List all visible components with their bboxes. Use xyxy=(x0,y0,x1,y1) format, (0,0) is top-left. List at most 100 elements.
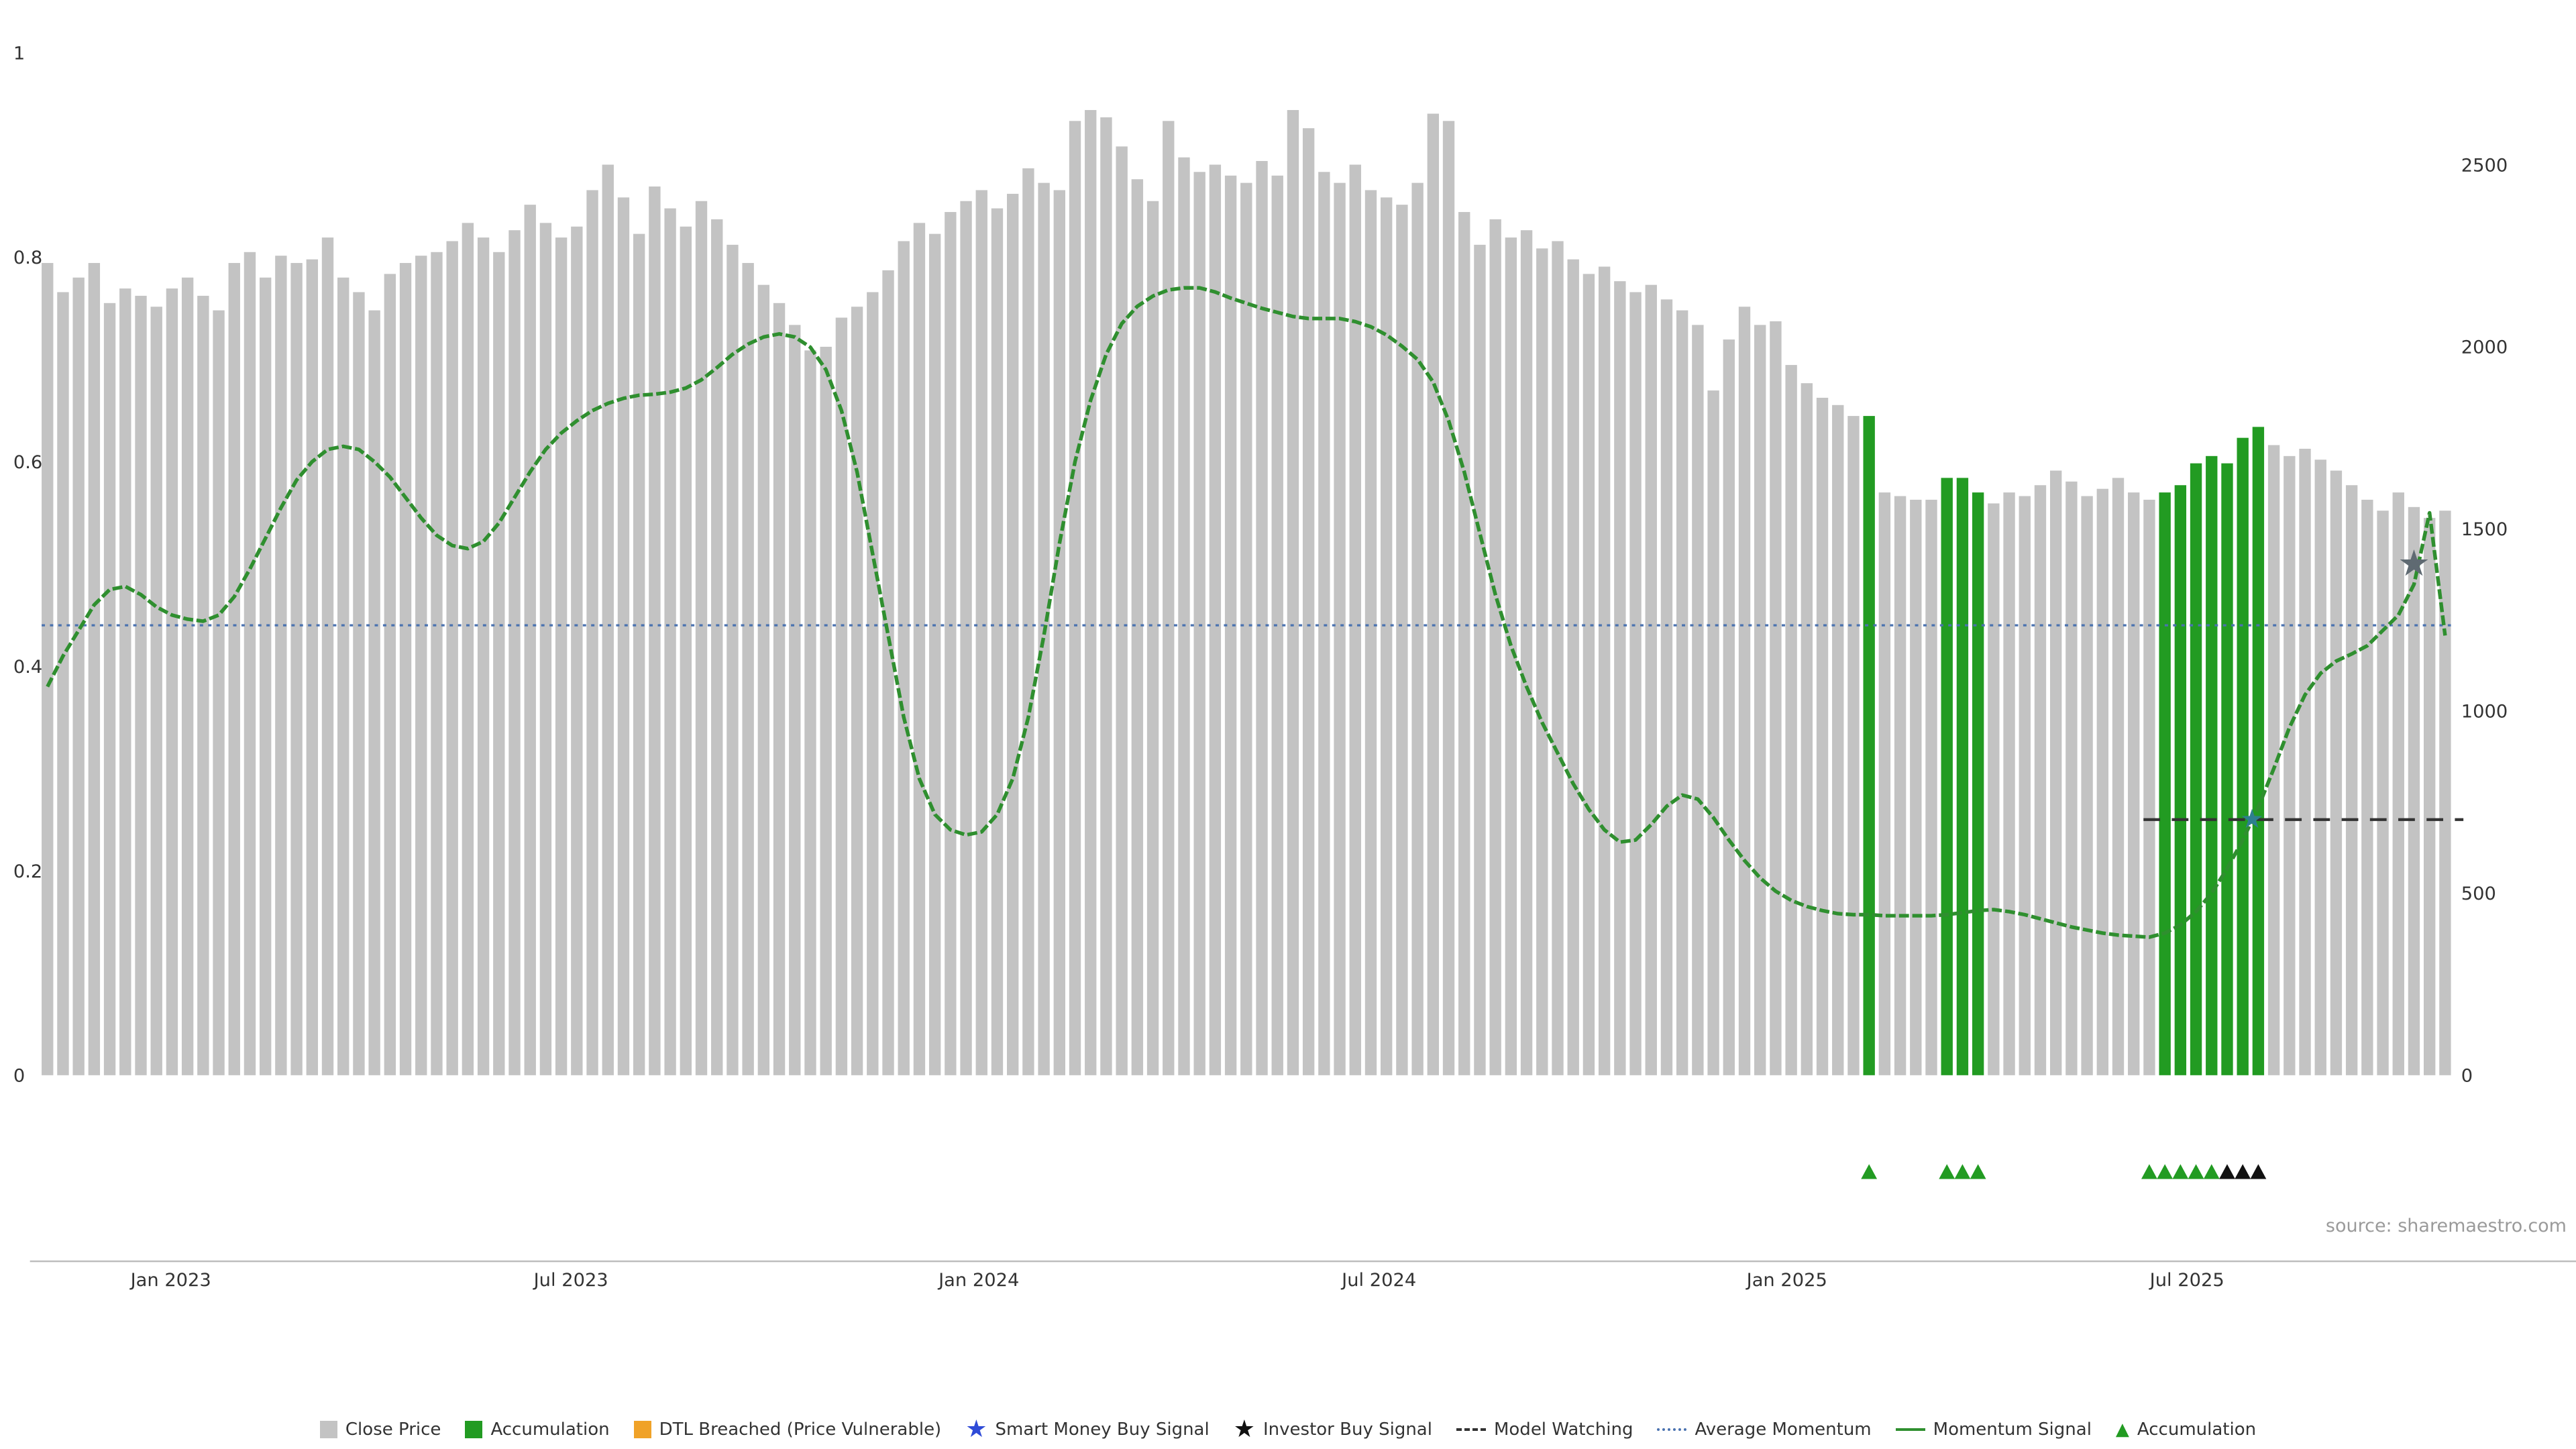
accumulation-triangle[interactable] xyxy=(2141,1164,2157,1179)
close-price-bar[interactable] xyxy=(1131,179,1144,1075)
close-price-bar[interactable] xyxy=(1302,128,1315,1075)
close-price-bar[interactable] xyxy=(945,212,957,1075)
accumulation-bar[interactable] xyxy=(1956,478,1969,1075)
close-price-bar[interactable] xyxy=(1318,172,1330,1075)
close-price-bar[interactable] xyxy=(1224,175,1237,1075)
close-price-bar[interactable] xyxy=(727,244,739,1075)
close-price-bar[interactable] xyxy=(1832,405,1844,1075)
accumulation-bar[interactable] xyxy=(2206,455,2218,1075)
close-price-bar[interactable] xyxy=(275,256,287,1075)
close-price-bar[interactable] xyxy=(1676,310,1688,1075)
close-price-bar[interactable] xyxy=(1878,492,1891,1075)
investor-triangle[interactable] xyxy=(2250,1164,2267,1179)
close-price-bar[interactable] xyxy=(415,256,427,1075)
close-price-bar[interactable] xyxy=(524,205,536,1075)
close-price-bar[interactable] xyxy=(1660,299,1673,1075)
close-price-bar[interactable] xyxy=(477,237,490,1075)
close-price-bar[interactable] xyxy=(1489,219,1501,1075)
accumulation-triangle[interactable] xyxy=(1954,1164,1971,1179)
close-price-bar[interactable] xyxy=(493,252,505,1075)
close-price-bar[interactable] xyxy=(571,226,583,1075)
accumulation-bar[interactable] xyxy=(1863,416,1875,1075)
close-price-bar[interactable] xyxy=(1349,164,1361,1075)
close-price-bar[interactable] xyxy=(2019,496,2031,1075)
close-price-bar[interactable] xyxy=(2345,485,2358,1075)
close-price-bar[interactable] xyxy=(913,223,926,1075)
close-price-bar[interactable] xyxy=(555,237,568,1075)
accumulation-bar[interactable] xyxy=(2237,437,2249,1075)
legend-item-investor-buy-signal[interactable]: ★ Investor Buy Signal xyxy=(1234,1417,1432,1442)
close-price-bar[interactable] xyxy=(867,292,879,1075)
close-price-bar[interactable] xyxy=(1100,117,1112,1075)
close-price-bar[interactable] xyxy=(42,263,54,1075)
close-price-bar[interactable] xyxy=(368,310,380,1075)
close-price-bar[interactable] xyxy=(1567,259,1579,1075)
close-price-bar[interactable] xyxy=(150,307,162,1075)
close-price-bar[interactable] xyxy=(1240,182,1252,1075)
close-price-bar[interactable] xyxy=(2034,485,2047,1075)
investor-triangle[interactable] xyxy=(2235,1164,2251,1179)
close-price-bar[interactable] xyxy=(306,259,318,1075)
legend-item-momentum-signal[interactable]: Momentum Signal xyxy=(1895,1419,2092,1440)
close-price-bar[interactable] xyxy=(1381,197,1393,1075)
close-price-bar[interactable] xyxy=(57,292,69,1075)
close-price-bar[interactable] xyxy=(1785,365,1797,1075)
legend-item-dtl-breached-price-vulnerable-[interactable]: DTL Breached (Price Vulnerable) xyxy=(633,1419,941,1440)
close-price-bar[interactable] xyxy=(820,346,832,1075)
close-price-bar[interactable] xyxy=(2377,511,2389,1075)
close-price-bar[interactable] xyxy=(1085,110,1097,1075)
close-price-bar[interactable] xyxy=(2143,499,2155,1075)
legend-item-smart-money-buy-signal[interactable]: ★ Smart Money Buy Signal xyxy=(965,1417,1210,1442)
accumulation-triangle[interactable] xyxy=(2188,1164,2204,1179)
close-price-bar[interactable] xyxy=(290,263,303,1075)
close-price-bar[interactable] xyxy=(166,288,178,1075)
close-price-bar[interactable] xyxy=(2096,488,2108,1075)
close-price-bar[interactable] xyxy=(2299,448,2311,1075)
close-price-bar[interactable] xyxy=(1334,182,1346,1075)
close-price-bar[interactable] xyxy=(1614,281,1626,1075)
smart-money-buy-signal-star[interactable]: ★ xyxy=(2240,804,2264,835)
close-price-bar[interactable] xyxy=(742,263,754,1075)
close-price-bar[interactable] xyxy=(2408,506,2420,1075)
close-price-bar[interactable] xyxy=(1723,339,1735,1075)
close-price-bar[interactable] xyxy=(337,277,350,1075)
close-price-bar[interactable] xyxy=(664,208,676,1075)
close-price-bar[interactable] xyxy=(384,274,396,1075)
accumulation-triangle[interactable] xyxy=(2203,1164,2220,1179)
investor-buy-signal-star[interactable]: ★ xyxy=(2398,542,2430,584)
close-price-bar[interactable] xyxy=(2284,455,2296,1075)
close-price-bar[interactable] xyxy=(2361,499,2373,1075)
close-price-bar[interactable] xyxy=(586,190,598,1075)
close-price-bar[interactable] xyxy=(960,201,972,1075)
close-price-bar[interactable] xyxy=(72,277,85,1075)
close-price-bar[interactable] xyxy=(882,270,894,1075)
accumulation-triangle[interactable] xyxy=(1970,1164,1986,1179)
accumulation-bar[interactable] xyxy=(1972,492,1984,1075)
close-price-bar[interactable] xyxy=(1552,241,1564,1075)
close-price-bar[interactable] xyxy=(773,303,786,1075)
close-price-bar[interactable] xyxy=(851,307,863,1075)
close-price-bar[interactable] xyxy=(991,208,1004,1075)
close-price-bar[interactable] xyxy=(2424,518,2436,1075)
close-price-bar[interactable] xyxy=(508,230,521,1075)
close-price-bar[interactable] xyxy=(1692,325,1704,1075)
close-price-bar[interactable] xyxy=(2003,492,2015,1075)
close-price-bar[interactable] xyxy=(539,223,552,1075)
close-price-bar[interactable] xyxy=(197,295,209,1075)
accumulation-triangle[interactable] xyxy=(1861,1164,1878,1179)
close-price-bar[interactable] xyxy=(898,241,910,1075)
close-price-bar[interactable] xyxy=(135,295,147,1075)
close-price-bar[interactable] xyxy=(1536,248,1548,1075)
accumulation-bar[interactable] xyxy=(1941,478,1953,1075)
close-price-bar[interactable] xyxy=(1770,321,1782,1075)
close-price-bar[interactable] xyxy=(695,201,708,1075)
legend-item-average-momentum[interactable]: Average Momentum xyxy=(1657,1419,1872,1440)
close-price-bar[interactable] xyxy=(2439,511,2451,1075)
close-price-bar[interactable] xyxy=(2049,470,2062,1075)
close-price-bar[interactable] xyxy=(1193,172,1205,1075)
close-price-bar[interactable] xyxy=(1754,325,1766,1075)
close-price-bar[interactable] xyxy=(1442,121,1455,1075)
close-price-bar[interactable] xyxy=(399,263,412,1075)
close-price-bar[interactable] xyxy=(1598,266,1611,1075)
close-price-bar[interactable] xyxy=(1707,390,1719,1075)
